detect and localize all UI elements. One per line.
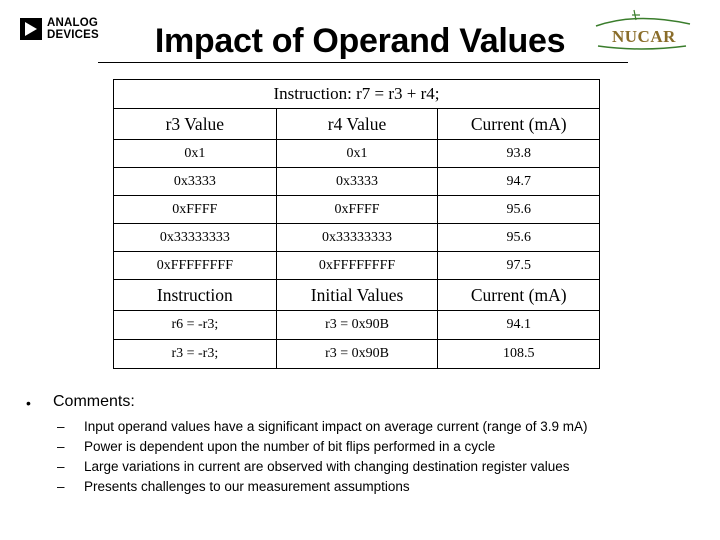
- table-cell: r3 = 0x90B: [275, 310, 439, 340]
- table-row: 0x1 0x1 93.8: [113, 139, 600, 168]
- list-item: – Input operand values have a significant…: [57, 420, 717, 434]
- table-cell: 0x1: [275, 139, 439, 168]
- table-cell: 97.5: [437, 251, 600, 280]
- list-item: – Large variations in current are observe…: [57, 460, 717, 474]
- table-cell: r3 = 0x90B: [275, 339, 439, 369]
- table-cell: 0x33333333: [275, 223, 439, 252]
- table-header-row: r3 Value r4 Value Current (mA): [113, 108, 600, 140]
- table-cell: 108.5: [437, 339, 600, 369]
- table-cell: 0xFFFF: [113, 195, 277, 224]
- dash-marker: –: [57, 419, 65, 434]
- table-cell: r6 = -r3;: [113, 310, 277, 340]
- table-cell: 0xFFFF: [275, 195, 439, 224]
- column-header: Instruction: [113, 279, 277, 311]
- comment-text: Power is dependent upon the number of bi…: [84, 439, 496, 454]
- analog-devices-logo: ANALOG DEVICES: [20, 14, 110, 50]
- table-cell: 0xFFFFFFFF: [275, 251, 439, 280]
- table-cell: 95.6: [437, 223, 600, 252]
- nucar-swoosh-icon: [595, 9, 691, 50]
- table-row: 0xFFFF 0xFFFF 95.6: [113, 195, 600, 224]
- table-row: r3 = -r3; r3 = 0x90B 108.5: [113, 339, 600, 369]
- nucar-logo-text: NUCAR: [612, 27, 676, 46]
- column-header: Initial Values: [275, 279, 439, 311]
- logo-text-line2: DEVICES: [47, 29, 99, 41]
- comments-list: – Input operand values have a significant…: [57, 420, 717, 500]
- table-cell: r3 = -r3;: [113, 339, 277, 369]
- table-cell: 94.1: [437, 310, 600, 340]
- logo-text-line1: ANALOG: [47, 17, 99, 29]
- operand-current-table: Instruction: r7 = r3 + r4; r3 Value r4 V…: [113, 79, 600, 369]
- comment-text: Large variations in current are observed…: [84, 459, 570, 474]
- table-row: 0xFFFFFFFF 0xFFFFFFFF 97.5: [113, 251, 600, 280]
- table-row: 0x3333 0x3333 94.7: [113, 167, 600, 196]
- nucar-logo: NUCAR: [586, 8, 696, 52]
- table-cell: 95.6: [437, 195, 600, 224]
- table-header-row: Instruction Initial Values Current (mA): [113, 279, 600, 311]
- comment-text: Presents challenges to our measurement a…: [84, 479, 410, 494]
- table-cell: 0x33333333: [113, 223, 277, 252]
- dash-marker: –: [57, 479, 65, 494]
- bullet-marker: •: [26, 395, 31, 411]
- comment-text: Input operand values have a significant …: [84, 419, 588, 434]
- analog-devices-mark-icon: [20, 18, 42, 40]
- page-title: Impact of Operand Values: [154, 22, 566, 60]
- list-item: – Presents challenges to our measurement …: [57, 480, 717, 494]
- column-header: Current (mA): [437, 279, 600, 311]
- table-cell: 94.7: [437, 167, 600, 196]
- table-cell: 0x1: [113, 139, 277, 168]
- table-cell: 93.8: [437, 139, 600, 168]
- dash-marker: –: [57, 439, 65, 454]
- table-cell: 0x3333: [113, 167, 277, 196]
- dash-marker: –: [57, 459, 65, 474]
- title-divider: [98, 62, 628, 63]
- table-caption: Instruction: r7 = r3 + r4;: [113, 79, 600, 109]
- table-row: r6 = -r3; r3 = 0x90B 94.1: [113, 310, 600, 340]
- column-header: Current (mA): [437, 108, 600, 140]
- table-row: 0x33333333 0x33333333 95.6: [113, 223, 600, 252]
- column-header: r4 Value: [275, 108, 439, 140]
- table-cell: 0xFFFFFFFF: [113, 251, 277, 280]
- table-cell: 0x3333: [275, 167, 439, 196]
- comments-heading: Comments:: [53, 393, 135, 410]
- column-header: r3 Value: [113, 108, 277, 140]
- list-item: – Power is dependent upon the number of b…: [57, 440, 717, 454]
